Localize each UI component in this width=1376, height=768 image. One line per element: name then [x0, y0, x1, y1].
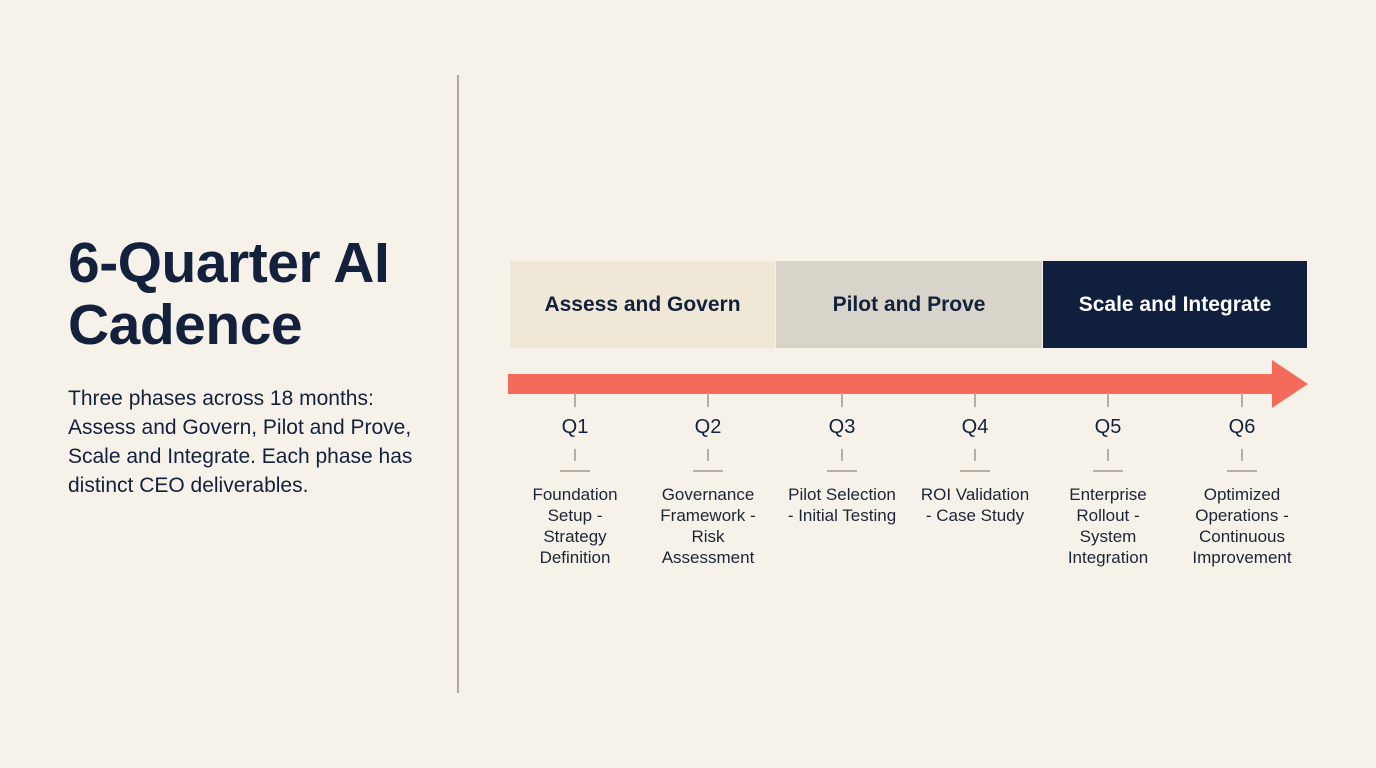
connector — [1241, 449, 1243, 461]
quarter-label: Q5 — [1094, 416, 1122, 438]
connector — [574, 449, 576, 461]
tick — [574, 393, 576, 407]
divider — [457, 75, 459, 693]
phase-box: Assess and Govern — [510, 261, 775, 348]
tick — [1107, 393, 1109, 407]
quarter: Q3 Pilot Selection - Initial Testing — [777, 393, 907, 526]
arrow-shaft — [508, 374, 1274, 394]
quarter: Q4 ROI Validation - Case Study — [910, 393, 1040, 526]
tick — [974, 393, 976, 407]
quarter: Q2 Governance Framework - Risk Assessment — [643, 393, 773, 568]
quarter-description: Pilot Selection - Initial Testing — [787, 485, 897, 525]
quarter: Q6 Optimized Operations - Continuous Impr… — [1177, 393, 1307, 568]
separator — [827, 470, 857, 472]
tick — [1241, 393, 1243, 407]
arrow-head — [1272, 360, 1308, 408]
separator — [1093, 470, 1123, 472]
tick — [841, 393, 843, 407]
quarter-description: Governance Framework - Risk Assessment — [660, 485, 756, 567]
quarter-label: Q3 — [828, 416, 856, 438]
connector — [1107, 449, 1109, 461]
separator — [560, 470, 590, 472]
slide-description: Three phases across 18 months: Assess an… — [68, 387, 413, 497]
quarter-description: Enterprise Rollout - System Integration — [1067, 485, 1149, 567]
connector — [841, 449, 843, 461]
connector — [974, 449, 976, 461]
phase-box: Scale and Integrate — [1043, 261, 1307, 348]
quarter-label: Q2 — [694, 416, 722, 438]
quarter: Q1 Foundation Setup - Strategy Definition — [510, 393, 640, 568]
quarter-label: Q4 — [961, 416, 989, 438]
quarter: Q5 Enterprise Rollout - System Integratio… — [1043, 393, 1173, 568]
quarter-label: Q6 — [1228, 416, 1256, 438]
slide-title: 6-Quarter AI Cadence — [68, 231, 390, 357]
separator — [1227, 470, 1257, 472]
quarter-description: Foundation Setup - Strategy Definition — [532, 485, 618, 567]
separator — [960, 470, 990, 472]
tick — [707, 393, 709, 407]
quarter-label: Q1 — [561, 416, 589, 438]
quarter-description: ROI Validation - Case Study — [920, 485, 1030, 525]
quarter-description: Optimized Operations - Continuous Improv… — [1192, 485, 1292, 567]
connector — [707, 449, 709, 461]
phase-box: Pilot and Prove — [776, 261, 1042, 348]
separator — [693, 470, 723, 472]
